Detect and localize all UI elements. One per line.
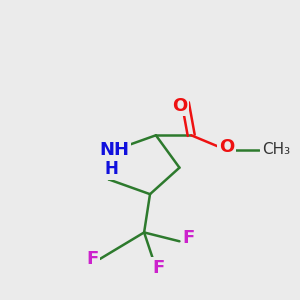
- Text: F: F: [153, 259, 165, 277]
- Text: H: H: [105, 160, 119, 178]
- Text: NH: NH: [100, 141, 130, 159]
- Text: O: O: [219, 138, 234, 156]
- Text: F: F: [182, 229, 194, 247]
- Text: F: F: [86, 250, 99, 268]
- Text: O: O: [172, 97, 187, 115]
- Text: CH₃: CH₃: [262, 142, 290, 158]
